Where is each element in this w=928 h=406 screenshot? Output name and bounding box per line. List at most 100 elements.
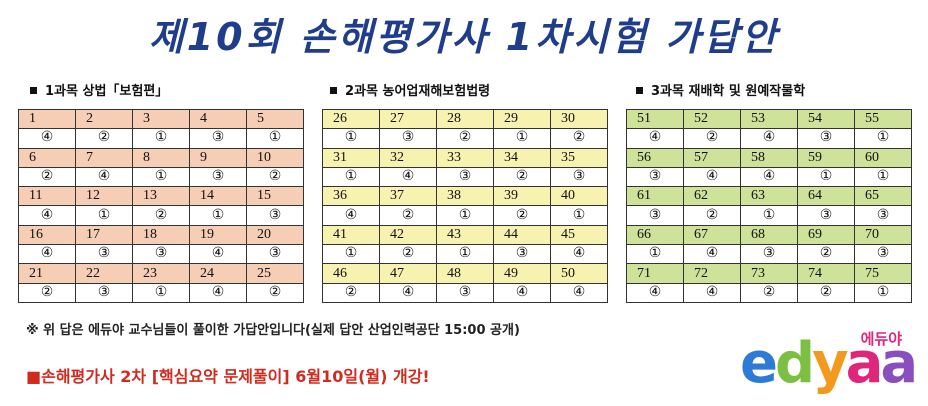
question-number-cell: 31: [322, 147, 380, 168]
answer-cell: ②: [683, 205, 741, 226]
answer-cell: ④: [322, 205, 380, 226]
answer-cell: ②: [322, 282, 380, 303]
answer-cell: ③: [246, 244, 304, 265]
question-number-cell: 65: [854, 186, 912, 207]
answer-cell: ②: [246, 282, 304, 303]
question-number-cell: 49: [493, 263, 551, 284]
logo-letter: a: [845, 331, 884, 396]
answer-cell: ①: [322, 166, 380, 188]
question-number-cell: 50: [550, 263, 608, 284]
answer-cell: ④: [379, 166, 437, 188]
answer-cell: ③: [626, 166, 684, 188]
question-number-cell: 29: [493, 108, 551, 130]
question-number-cell: 5: [246, 108, 304, 130]
page-title: 제10회 손해평가사 1차시험 가답안: [148, 15, 780, 59]
question-number-cell: 72: [683, 263, 741, 284]
answer-cell: ①: [797, 166, 855, 188]
question-number-row: 36 37 38 39 40: [322, 186, 608, 207]
answer-cell: ④: [75, 166, 133, 188]
answer-cell: ④: [189, 282, 247, 303]
question-number-cell: 36: [322, 186, 380, 207]
answer-cell: ②: [550, 128, 608, 149]
question-number-cell: 52: [683, 108, 741, 130]
answer-cell: ①: [189, 205, 247, 226]
question-number-cell: 53: [740, 108, 798, 130]
question-number-cell: 4: [189, 108, 247, 130]
section-heading-text: 2과목 농어업재해보험법령: [345, 84, 491, 99]
logo-letter: d: [774, 331, 815, 396]
section-heading-text: 3과목 재배학 및 원예작물학: [651, 84, 806, 99]
answer-cell: ①: [550, 205, 608, 226]
question-number-cell: 43: [436, 224, 494, 246]
question-number-cell: 9: [189, 147, 247, 168]
answer-cell: ③: [132, 244, 190, 265]
question-number-cell: 62: [683, 186, 741, 207]
question-number-cell: 44: [493, 224, 551, 246]
answer-cell: ②: [132, 205, 190, 226]
answer-cell: ①: [854, 128, 912, 149]
question-number-row: 41 42 43 44 45: [322, 224, 608, 246]
answer-cell: ③: [75, 244, 133, 265]
question-number-cell: 38: [436, 186, 494, 207]
answer-cell: ④: [493, 282, 551, 303]
question-number-cell: 42: [379, 224, 437, 246]
answer-cell: ②: [379, 205, 437, 226]
question-number-cell: 19: [189, 224, 247, 246]
question-number-cell: 39: [493, 186, 551, 207]
answer-cell: ③: [436, 282, 494, 303]
question-number-row: 11 12 13 14 15: [18, 186, 304, 207]
question-number-cell: 28: [436, 108, 494, 130]
question-number-cell: 75: [854, 263, 912, 284]
answer-cell: ①: [246, 128, 304, 149]
question-number-cell: 15: [246, 186, 304, 207]
answer-table-subject-1: 1 2 3 4 5 ④ ② ① ③ ① 6 7 8 9 10 ② ④ ① ③ ② 11 12 13 14 15 ④ ① ② ① ③ 16 17…: [18, 108, 304, 303]
question-number-row: 21 22 23 24 25: [18, 263, 304, 284]
question-number-cell: 16: [18, 224, 76, 246]
answer-note: ※ 위 답은 에듀야 교수님들이 풀이한 가답안입니다(실제 답안 산업인력공단…: [26, 323, 520, 338]
answer-cell: ③: [436, 166, 494, 188]
question-number-row: 51 52 53 54 55: [626, 108, 912, 130]
bullet-square: [330, 87, 337, 94]
answer-cell: ①: [436, 244, 494, 265]
question-number-cell: 18: [132, 224, 190, 246]
answer-cell: ③: [189, 166, 247, 188]
answer-cell: ③: [75, 282, 133, 303]
answer-cell: ③: [189, 128, 247, 149]
question-number-cell: 12: [75, 186, 133, 207]
answer-cell: ②: [436, 128, 494, 149]
answer-cell: ③: [797, 128, 855, 149]
question-number-cell: 54: [797, 108, 855, 130]
answer-cell: ④: [683, 244, 741, 265]
question-number-cell: 46: [322, 263, 380, 284]
question-number-cell: 61: [626, 186, 684, 207]
answer-cell: ①: [854, 166, 912, 188]
question-number-row: 61 62 63 64 65: [626, 186, 912, 207]
section-heading-3: 3과목 재배학 및 원예작물학: [636, 80, 805, 99]
question-number-cell: 56: [626, 147, 684, 168]
answer-cell: ②: [493, 205, 551, 226]
question-number-cell: 23: [132, 263, 190, 284]
question-number-row: 56 57 58 59 60: [626, 147, 912, 168]
question-number-row: 16 17 18 19 20: [18, 224, 304, 246]
question-number-row: 6 7 8 9 10: [18, 147, 304, 168]
answer-cell: ②: [246, 166, 304, 188]
question-number-cell: 34: [493, 147, 551, 168]
question-number-cell: 66: [626, 224, 684, 246]
answer-cell: ③: [797, 205, 855, 226]
question-number-cell: 73: [740, 263, 798, 284]
answer-cell: ①: [436, 205, 494, 226]
question-number-cell: 24: [189, 263, 247, 284]
answer-cell: ②: [493, 166, 551, 188]
question-number-cell: 35: [550, 147, 608, 168]
section-heading-2: 2과목 농어업재해보험법령: [330, 80, 490, 99]
question-number-row: 31 32 33 34 35: [322, 147, 608, 168]
question-number-cell: 13: [132, 186, 190, 207]
